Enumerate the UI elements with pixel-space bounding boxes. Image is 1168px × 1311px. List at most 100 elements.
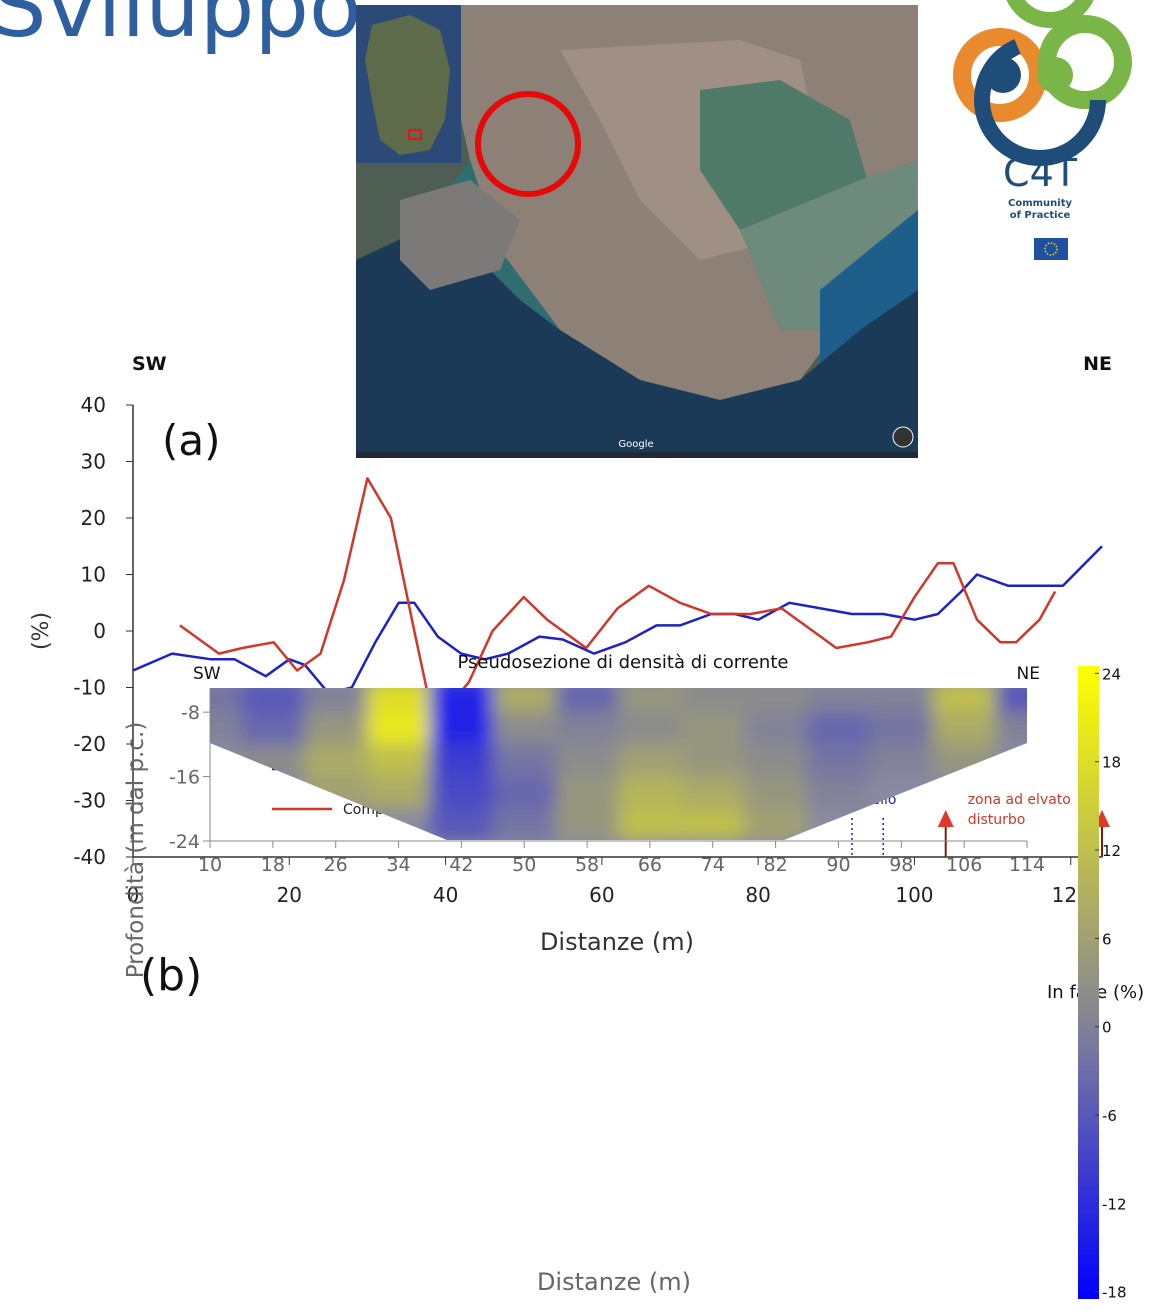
x-tick-label: 20: [277, 883, 302, 907]
direction-label: SW: [193, 664, 221, 684]
panel-label: (a): [162, 416, 221, 465]
contour-cell: [807, 680, 870, 712]
x-tick-label: 26: [324, 854, 348, 876]
contour-cell: [744, 809, 807, 841]
colorbar-tick-label: -18: [1102, 1284, 1127, 1302]
y-tick-label: -8: [181, 702, 200, 724]
logo-line: Community: [1008, 198, 1072, 209]
chart-title: Pseudosezione di densità di corrente: [458, 652, 789, 673]
contour-cell: [619, 744, 682, 776]
contour-cell: [681, 777, 744, 809]
y-tick-label: -20: [73, 732, 106, 756]
contour-cell: [870, 680, 933, 712]
x-tick-label: 50: [512, 854, 536, 876]
x-tick-label: 40: [433, 883, 458, 907]
contour-cell: [681, 680, 744, 712]
y-tick-label: 40: [81, 393, 106, 417]
contour-cell: [619, 777, 682, 809]
contour-cell: [681, 712, 744, 744]
contour-cell: [367, 777, 430, 809]
contour-cell: [619, 809, 682, 841]
colorbar-tick-label: 12: [1102, 842, 1121, 860]
contour-cell: [493, 744, 556, 776]
x-tick-label: 80: [745, 883, 770, 907]
contour-field: [179, 680, 1059, 841]
contour-cell: [556, 809, 619, 841]
x-tick-label: 74: [701, 854, 725, 876]
slide: Sviluppo Google C4T Community of Practic…: [0, 0, 1168, 1306]
direction-label: NE: [1083, 353, 1112, 375]
contour-cell: [807, 744, 870, 776]
contour-cell: [493, 809, 556, 841]
panel-label: (b): [140, 950, 202, 1001]
contour-cell: [996, 680, 1059, 712]
contour-cell: [556, 712, 619, 744]
contour-cell: [681, 744, 744, 776]
contour-cell: [744, 680, 807, 712]
annotation: zona ad elvato: [968, 792, 1071, 808]
contour-cell: [304, 680, 367, 712]
y-tick-label: 0: [93, 619, 106, 643]
y-axis-label: (%): [29, 612, 54, 650]
contour-cell: [744, 777, 807, 809]
contour-cell: [870, 712, 933, 744]
x-tick-label: 34: [386, 854, 410, 876]
contour-cell: [681, 809, 744, 841]
contour-cell: [619, 680, 682, 712]
y-tick-label: -40: [73, 845, 106, 869]
colorbar-tick-label: 24: [1102, 665, 1121, 683]
logo-line: of Practice: [1010, 210, 1071, 221]
colorbar-tick-label: -6: [1102, 1107, 1117, 1125]
direction-label: SW: [132, 353, 167, 375]
colorbar-tick-label: 18: [1102, 754, 1121, 772]
y-tick-label: -30: [73, 789, 106, 813]
x-tick-label: 10: [198, 854, 222, 876]
page: { "header": {"title": "Sviluppo"}, "map"…: [0, 0, 1168, 1306]
contour-cell: [933, 712, 996, 744]
contour-cell: [556, 777, 619, 809]
contour-cell: [556, 744, 619, 776]
x-tick-label: 58: [575, 854, 599, 876]
x-tick-label: 114: [1009, 854, 1045, 876]
x-tick-label: 18: [261, 854, 285, 876]
x-tick-label: 106: [946, 854, 982, 876]
series-line: [180, 478, 1055, 710]
colorbar-tick-label: -12: [1102, 1195, 1127, 1213]
contour-cell: [493, 777, 556, 809]
contour-cell: [430, 809, 493, 841]
contour-cell: [744, 744, 807, 776]
x-tick-label: 90: [826, 854, 850, 876]
slide-title: Sviluppo: [0, 0, 362, 57]
contour-cell: [807, 712, 870, 744]
contour-cell: [430, 680, 493, 712]
y-tick-label: -16: [169, 767, 200, 789]
x-tick-label: 42: [449, 854, 473, 876]
contour-cell: [933, 680, 996, 712]
contour-cell: [807, 777, 870, 809]
contour-cell: [430, 777, 493, 809]
logo-name: C4T: [1003, 151, 1078, 195]
contour-cell: [870, 744, 933, 776]
contour-cell: [744, 712, 807, 744]
y-tick-label: 30: [81, 450, 106, 474]
y-tick-label: -24: [169, 831, 200, 853]
colorbar-tick-label: 6: [1102, 930, 1112, 948]
x-axis-label: Distanze (m): [537, 1268, 691, 1296]
direction-label: NE: [1017, 664, 1040, 684]
x-tick-label: 60: [589, 883, 614, 907]
y-tick-label: 20: [81, 506, 106, 530]
x-tick-label: 100: [895, 883, 933, 907]
contour-cell: [241, 680, 304, 712]
contour-cell: [241, 744, 304, 776]
y-tick-label: 10: [81, 563, 106, 587]
y-axis-label: Profondità (m dal p.c.): [123, 722, 149, 979]
map-attribution: Google: [618, 439, 653, 450]
contour-cell: [304, 712, 367, 744]
contour-cell: [493, 712, 556, 744]
colorbar: [1078, 666, 1099, 1299]
map-image: Google: [356, 5, 918, 458]
logo: C4T Community of Practice: [962, 0, 1123, 260]
contour-cell: [933, 744, 996, 776]
contour-cell: [556, 680, 619, 712]
